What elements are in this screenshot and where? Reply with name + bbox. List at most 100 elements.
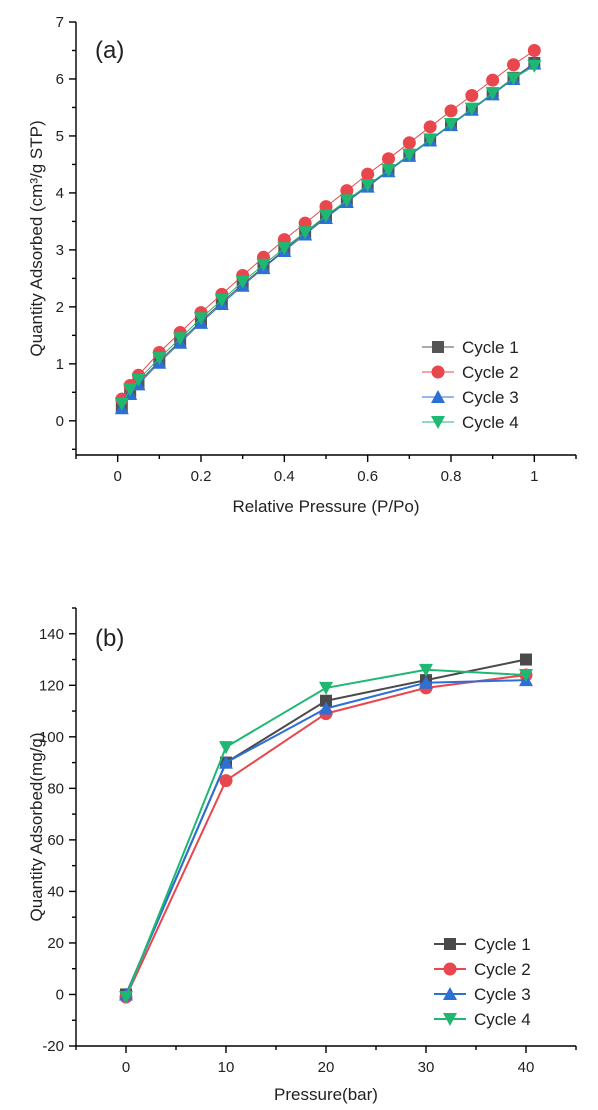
legend-item: Cycle 3: [434, 985, 531, 1004]
data-point: [444, 104, 458, 118]
x-axis-label: Relative Pressure (P/Po): [232, 497, 419, 516]
y-tick-label: 1: [56, 356, 64, 373]
y-tick-label: 40: [47, 883, 64, 900]
legend-marker: [443, 1013, 457, 1026]
data-point: [319, 681, 333, 695]
data-point: [520, 653, 532, 666]
data-point: [340, 184, 354, 198]
legend-label: Cycle 3: [462, 388, 519, 407]
legend-label: Cycle 2: [462, 363, 519, 382]
y-tick-label: 20: [47, 935, 64, 952]
y-tick-label: 120: [39, 677, 64, 694]
x-tick-label: 20: [318, 1059, 335, 1076]
series-line: [121, 65, 535, 404]
data-point: [119, 991, 133, 1005]
y-tick-label: 60: [47, 832, 64, 849]
x-tick-label: 0.4: [274, 468, 295, 485]
legend-marker: [443, 962, 457, 976]
x-tick-label: 0: [113, 468, 121, 485]
legend-marker: [431, 416, 445, 429]
data-point: [419, 663, 433, 677]
data-point: [465, 88, 479, 102]
data-point: [423, 133, 438, 147]
legend-label: Cycle 1: [462, 338, 519, 357]
legend-marker: [432, 341, 444, 353]
legend: Cycle 1 Cycle 2 Cycle 3 Cycle 4: [422, 338, 519, 432]
data-point: [298, 226, 313, 240]
y-tick-label: 3: [56, 242, 64, 259]
y-tick-label: 140: [39, 626, 64, 643]
data-point: [360, 178, 375, 192]
x-axis-label: Pressure(bar): [274, 1085, 378, 1104]
data-point: [131, 373, 146, 387]
legend-label: Cycle 4: [474, 1010, 531, 1029]
data-point: [235, 275, 250, 289]
data-point: [382, 152, 395, 166]
data-point: [423, 120, 437, 134]
legend-item: Cycle 4: [422, 413, 519, 432]
panel-label: (a): [95, 37, 124, 64]
data-point: [219, 774, 233, 788]
legend-item: Cycle 1: [434, 935, 531, 954]
y-axis-label: Quantity Adsorbed(mg/g): [27, 733, 46, 922]
x-tick-label: 40: [518, 1059, 535, 1076]
y-tick-label: 4: [56, 185, 64, 202]
legend-marker: [443, 987, 457, 1000]
data-point: [194, 312, 208, 326]
series-line: [125, 679, 527, 995]
legend-marker: [431, 365, 445, 379]
data-point: [219, 741, 233, 755]
legend-item: Cycle 1: [422, 338, 519, 357]
data-point: [402, 136, 416, 150]
legend: Cycle 1 Cycle 2 Cycle 3 Cycle 4: [434, 935, 531, 1029]
legend-label: Cycle 3: [474, 985, 531, 1004]
chart-b: 0 10 20 30 40 -20 0 20 40 60 80 100 120 140 Pressure(b…: [27, 607, 577, 1104]
series-line: [121, 63, 535, 409]
data-point: [123, 383, 138, 397]
data-point: [114, 397, 129, 411]
data-point: [486, 73, 500, 87]
data-point: [507, 58, 520, 72]
y-tick-label: 2: [56, 299, 64, 316]
data-point: [256, 258, 271, 272]
legend-label: Cycle 2: [474, 960, 531, 979]
x-tick-label: 0: [122, 1059, 130, 1076]
data-point: [173, 332, 188, 346]
y-tick-label: 80: [47, 780, 64, 797]
x-tick-label: 0.6: [357, 468, 378, 485]
y-axis-label: Quantity Adsorbed (cm³/g STP): [27, 120, 46, 356]
legend-item: Cycle 3: [422, 388, 519, 407]
axes: [69, 607, 577, 1053]
y-tick-label: 100: [39, 729, 64, 746]
chart-a: 0 0.2 0.4 0.6 0.8 1 0 1 2 3 4 5 6 7 Relative Pressure …: [27, 14, 577, 516]
series-4: [114, 59, 542, 411]
data-point: [277, 242, 292, 256]
data-point: [214, 294, 229, 308]
panel-label: (b): [95, 625, 124, 652]
data-point: [444, 117, 458, 131]
legend-item: Cycle 2: [422, 363, 519, 382]
series-1: [115, 57, 541, 413]
y-tick-label: -20: [42, 1038, 64, 1055]
legend-marker: [431, 390, 445, 403]
data-point: [381, 164, 396, 178]
y-tick-label: 0: [56, 413, 64, 430]
series-line: [125, 674, 527, 998]
data-point: [527, 43, 541, 57]
x-tick-label: 10: [218, 1059, 235, 1076]
x-tick-label: 0.8: [441, 468, 462, 485]
y-tick-label: 6: [56, 71, 64, 88]
legend-item: Cycle 4: [434, 1010, 531, 1029]
legend-item: Cycle 2: [434, 960, 531, 979]
data-point: [320, 694, 332, 707]
data-point: [485, 87, 500, 101]
data-point: [519, 668, 533, 682]
axes: [69, 21, 577, 462]
series-4: [119, 663, 533, 1005]
legend-marker: [444, 938, 456, 950]
data-point: [339, 194, 354, 208]
data-point: [527, 59, 542, 73]
x-tick-label: 30: [418, 1059, 435, 1076]
data-point: [361, 167, 375, 181]
